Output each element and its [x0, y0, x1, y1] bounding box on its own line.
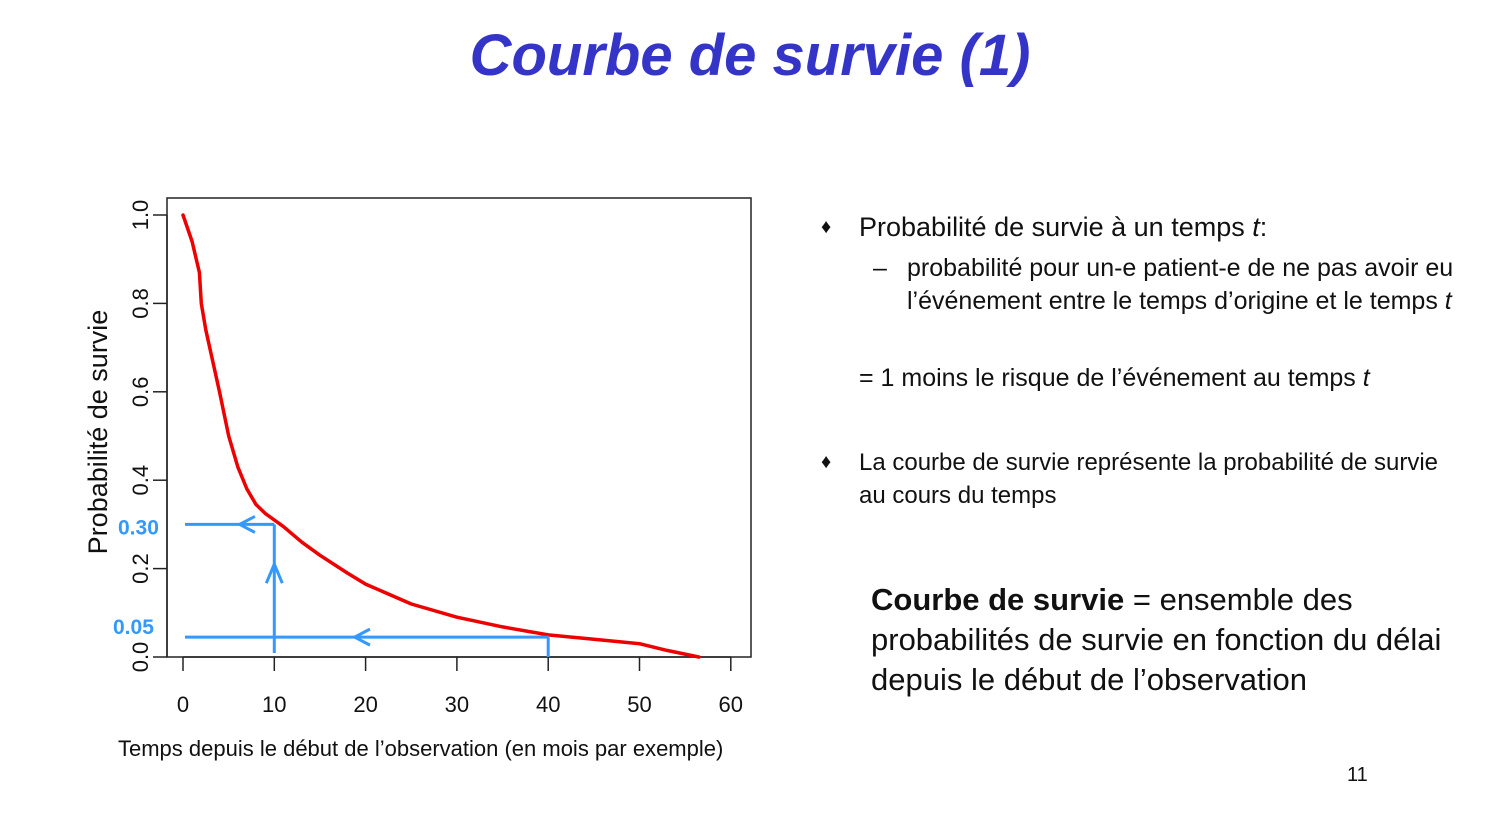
y-tick-label: 0.6	[128, 377, 153, 408]
bullet-survival-probability: ♦ Probabilité de survie à un temps t:	[821, 211, 1268, 244]
sub-bullet-definition: – probabilité pour un-e patient-e de ne …	[873, 252, 1467, 318]
diamond-bullet-icon: ♦	[821, 216, 832, 238]
x-tick-label: 50	[627, 692, 651, 717]
plot-frame	[166, 197, 752, 658]
equation-variable: t	[1362, 364, 1370, 392]
diamond-bullet-icon: ♦	[821, 451, 832, 473]
y-tick-label: 0.0	[128, 642, 153, 673]
sub-bullet-variable: t	[1444, 287, 1452, 315]
x-axis-label: Temps depuis le début de l’observation (…	[118, 736, 724, 761]
dash-bullet-icon: –	[873, 254, 887, 282]
bullet-text: Probabilité de survie à un temps	[859, 212, 1253, 242]
survival-curve	[181, 213, 701, 659]
arrow-up-icon	[264, 560, 284, 584]
bullet-colon: :	[1259, 212, 1268, 242]
sub-bullet-text: probabilité pour un-e patient-e de ne pa…	[907, 254, 1454, 315]
x-tick-label: 40	[536, 692, 560, 717]
annotation-label-030: 0.30	[118, 516, 159, 539]
page-number: 11	[1347, 764, 1368, 786]
slide-title: Courbe de survie (1)	[469, 23, 1031, 88]
definition-text: = ensemble des probabilités de survie en…	[871, 582, 1442, 697]
x-tick-label: 30	[445, 692, 469, 717]
bullet-text: La courbe de survie représente la probab…	[859, 449, 1439, 509]
equation-line: = 1 moins le risque de l’événement au te…	[859, 362, 1370, 395]
bullet-curve-description: ♦ La courbe de survie représente la prob…	[821, 446, 1459, 512]
definition-term: Courbe de survie	[871, 582, 1125, 617]
arrow-left-icon	[351, 627, 371, 647]
y-tick-label: 0.8	[128, 288, 153, 319]
x-tick-label: 20	[353, 692, 377, 717]
arrow-left-icon	[236, 515, 256, 534]
bullet-variable: t	[1252, 212, 1260, 242]
x-tick-label: 10	[262, 692, 286, 717]
x-tick-label: 0	[177, 692, 189, 717]
annotation-label-005: 0.05	[113, 616, 154, 639]
x-tick-label: 60	[719, 692, 743, 717]
y-tick-label: 1.0	[128, 200, 153, 231]
y-tick-label: 0.2	[128, 553, 153, 584]
y-tick-label: 0.4	[128, 465, 153, 496]
equation-text: = 1 moins le risque de l’événement au te…	[859, 364, 1363, 392]
y-axis-label: Probabilité de survie	[83, 310, 113, 555]
definition-block: Courbe de survie = ensemble des probabil…	[871, 580, 1471, 700]
